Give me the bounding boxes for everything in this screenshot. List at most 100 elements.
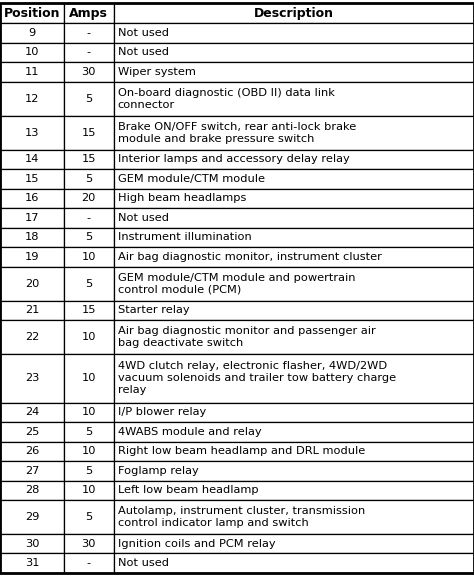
Bar	[64, 267, 114, 301]
Bar	[114, 23, 474, 43]
Bar	[0, 422, 64, 442]
Bar	[0, 320, 64, 354]
Bar	[64, 461, 114, 480]
Text: Right low beam headlamp and DRL module: Right low beam headlamp and DRL module	[118, 446, 365, 456]
Text: Instrument illumination: Instrument illumination	[118, 233, 252, 242]
Text: On-board diagnostic (OBD II) data link
connector: On-board diagnostic (OBD II) data link c…	[118, 88, 335, 109]
Bar	[64, 442, 114, 461]
Text: Not used: Not used	[118, 47, 169, 58]
Bar	[64, 354, 114, 403]
Text: 14: 14	[25, 154, 39, 164]
Bar	[0, 43, 64, 62]
Bar	[0, 301, 64, 320]
Text: 23: 23	[25, 373, 39, 383]
Text: Brake ON/OFF switch, rear anti-lock brake
module and brake pressure switch: Brake ON/OFF switch, rear anti-lock brak…	[118, 122, 356, 143]
Text: 27: 27	[25, 466, 39, 476]
Text: 30: 30	[82, 539, 96, 549]
Bar	[0, 169, 64, 189]
Text: 20: 20	[82, 194, 96, 203]
Bar	[114, 3, 474, 23]
Bar	[64, 228, 114, 247]
Text: Description: Description	[254, 6, 334, 20]
Text: 9: 9	[28, 28, 36, 38]
Bar	[0, 554, 64, 573]
Text: Not used: Not used	[118, 28, 169, 38]
Text: Ignition coils and PCM relay: Ignition coils and PCM relay	[118, 539, 275, 549]
Text: 31: 31	[25, 558, 39, 569]
Bar	[0, 228, 64, 247]
Text: 5: 5	[85, 94, 92, 104]
Bar	[64, 62, 114, 82]
Text: 10: 10	[82, 486, 96, 495]
Text: Wiper system: Wiper system	[118, 67, 196, 77]
Bar	[64, 422, 114, 442]
Text: 16: 16	[25, 194, 39, 203]
Text: Autolamp, instrument cluster, transmission
control indicator lamp and switch: Autolamp, instrument cluster, transmissi…	[118, 506, 365, 528]
Text: 25: 25	[25, 427, 39, 437]
Bar	[114, 403, 474, 422]
Text: Amps: Amps	[69, 6, 109, 20]
Bar	[64, 403, 114, 422]
Text: 24: 24	[25, 407, 39, 417]
Bar	[0, 480, 64, 500]
Text: Starter relay: Starter relay	[118, 305, 190, 316]
Bar	[64, 534, 114, 554]
Text: 13: 13	[25, 128, 39, 138]
Bar	[114, 189, 474, 208]
Bar	[0, 247, 64, 267]
Text: Not used: Not used	[118, 213, 169, 223]
Bar	[64, 301, 114, 320]
Text: -: -	[87, 213, 91, 223]
Bar	[0, 208, 64, 228]
Text: 15: 15	[82, 128, 96, 138]
Text: 21: 21	[25, 305, 39, 316]
Text: 5: 5	[85, 427, 92, 437]
Bar	[0, 116, 64, 150]
Bar	[114, 534, 474, 554]
Bar	[0, 82, 64, 116]
Text: -: -	[87, 47, 91, 58]
Text: 5: 5	[85, 279, 92, 289]
Text: Foglamp relay: Foglamp relay	[118, 466, 199, 476]
Text: Interior lamps and accessory delay relay: Interior lamps and accessory delay relay	[118, 154, 349, 164]
Bar	[114, 208, 474, 228]
Text: High beam headlamps: High beam headlamps	[118, 194, 246, 203]
Bar	[0, 534, 64, 554]
Bar	[114, 82, 474, 116]
Text: 18: 18	[25, 233, 39, 242]
Text: 15: 15	[82, 305, 96, 316]
Text: 4WABS module and relay: 4WABS module and relay	[118, 427, 261, 437]
Bar	[114, 480, 474, 500]
Bar	[114, 228, 474, 247]
Bar	[114, 62, 474, 82]
Bar	[114, 554, 474, 573]
Text: 12: 12	[25, 94, 39, 104]
Bar	[114, 461, 474, 480]
Text: 5: 5	[85, 512, 92, 522]
Text: 22: 22	[25, 332, 39, 342]
Bar	[114, 301, 474, 320]
Bar	[0, 267, 64, 301]
Text: 10: 10	[82, 407, 96, 417]
Bar	[64, 208, 114, 228]
Text: 30: 30	[82, 67, 96, 77]
Bar	[0, 461, 64, 480]
Text: Position: Position	[4, 6, 60, 20]
Bar	[64, 116, 114, 150]
Bar	[0, 500, 64, 534]
Text: Not used: Not used	[118, 558, 169, 569]
Bar	[64, 23, 114, 43]
Text: GEM module/CTM module: GEM module/CTM module	[118, 174, 265, 184]
Bar	[0, 62, 64, 82]
Bar	[0, 23, 64, 43]
Text: 26: 26	[25, 446, 39, 456]
Text: 29: 29	[25, 512, 39, 522]
Text: 4WD clutch relay, electronic flasher, 4WD/2WD
vacuum solenoids and trailer tow b: 4WD clutch relay, electronic flasher, 4W…	[118, 361, 396, 395]
Text: 15: 15	[25, 174, 39, 184]
Bar	[0, 189, 64, 208]
Text: Air bag diagnostic monitor and passenger air
bag deactivate switch: Air bag diagnostic monitor and passenger…	[118, 326, 375, 348]
Bar	[0, 150, 64, 169]
Text: 10: 10	[82, 332, 96, 342]
Text: 5: 5	[85, 233, 92, 242]
Bar	[64, 189, 114, 208]
